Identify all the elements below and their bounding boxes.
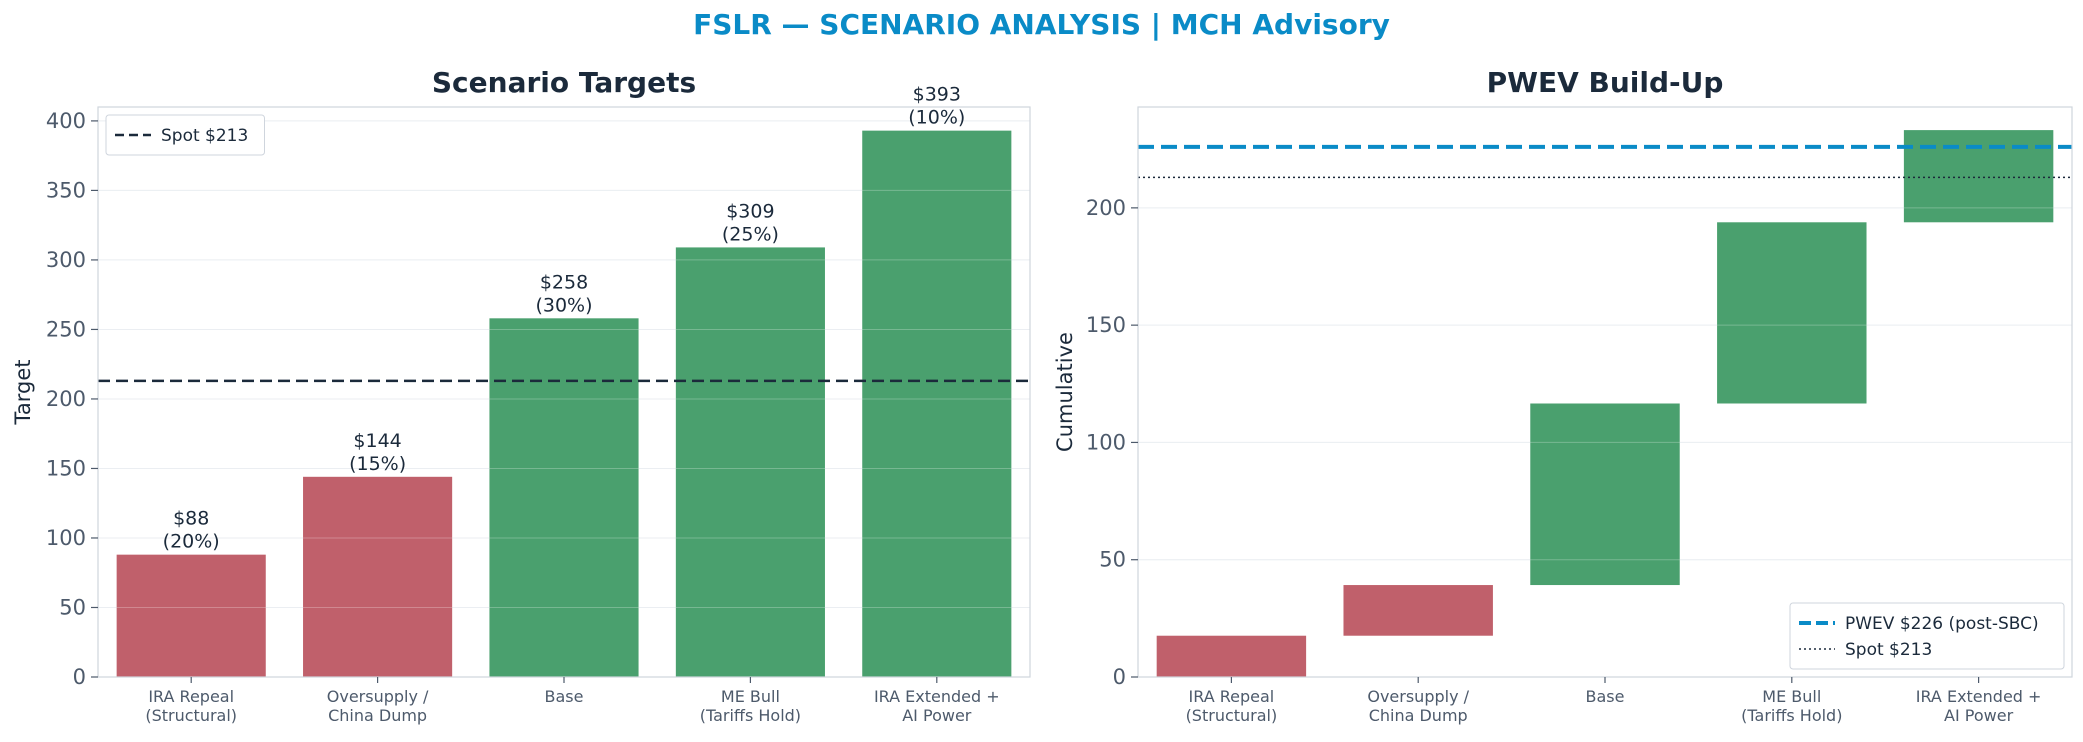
legend: PWEV $226 (post-SBC) Spot $213 — [1789, 602, 2065, 670]
data-label-probability: (10%) — [908, 107, 965, 129]
chart-title: Scenario Targets — [432, 66, 696, 99]
figure-title: FSLR — SCENARIO ANALYSIS | MCH Advisory — [693, 8, 1390, 41]
y-tick-label: 50 — [59, 595, 86, 619]
y-tick-label: 150 — [46, 456, 86, 480]
data-label-value: $258 — [540, 271, 588, 293]
legend-box — [1789, 602, 2065, 670]
y-tick-label: 0 — [73, 665, 86, 689]
y-tick-label: 200 — [46, 387, 86, 411]
bar — [116, 554, 266, 677]
data-label-value: $88 — [173, 508, 209, 530]
y-tick-label: 0 — [1113, 665, 1126, 689]
x-tick-label: China Dump — [328, 706, 427, 725]
y-tick-label: 250 — [46, 317, 86, 341]
data-label-value: $393 — [913, 84, 961, 106]
y-axis-label: Target — [11, 360, 35, 426]
y-tick-label: 150 — [1086, 313, 1126, 337]
bar — [1343, 585, 1493, 636]
x-tick-label: Oversupply / — [327, 687, 429, 706]
y-tick-label: 300 — [46, 248, 86, 272]
x-tick-label: Oversupply / — [1367, 687, 1469, 706]
x-tick-label: Base — [1586, 687, 1625, 706]
y-tick-label: 200 — [1086, 196, 1126, 220]
data-label-value: $144 — [353, 430, 401, 452]
legend-label: Spot $213 — [161, 126, 248, 146]
x-tick-label: China Dump — [1369, 706, 1468, 725]
y-tick-label: 350 — [46, 178, 86, 202]
legend: Spot $213 — [105, 114, 265, 156]
y-tick-label: 100 — [46, 526, 86, 550]
y-tick-label: 50 — [1099, 548, 1126, 572]
legend-label: Spot $213 — [1845, 640, 1932, 660]
data-label-value: $309 — [726, 200, 774, 222]
x-tick-label: (Structural) — [1186, 706, 1278, 725]
bar — [675, 247, 825, 678]
x-tick-label: ME Bull — [721, 687, 780, 706]
x-tick-label: (Structural) — [145, 706, 237, 725]
bar — [489, 318, 639, 677]
x-tick-label: IRA Repeal — [148, 687, 234, 706]
bar — [1156, 635, 1307, 677]
x-tick-label: AI Power — [902, 706, 972, 725]
x-tick-label: Base — [545, 687, 584, 706]
legend-label: PWEV $226 (post-SBC) — [1845, 614, 2039, 634]
y-tick-label: 100 — [1086, 430, 1126, 454]
chart-title: PWEV Build-Up — [1487, 66, 1724, 99]
x-tick-label: IRA Extended + — [874, 687, 1000, 706]
data-label-probability: (30%) — [535, 294, 592, 316]
pwev-buildup-chart: PWEV Build-Up 0 50 100 150 200 IRA Repeal(Stru… — [1053, 66, 2073, 725]
bar — [862, 130, 1012, 677]
x-tick-label: IRA Extended + — [1916, 687, 2042, 706]
x-tick-label: IRA Repeal — [1189, 687, 1275, 706]
bar — [1717, 222, 1867, 404]
x-tick-label: AI Power — [1944, 706, 2014, 725]
bar — [303, 476, 453, 677]
scenario-targets-chart: Scenario Targets $88(20%) $144(15%) $258(30… — [11, 66, 1031, 725]
y-tick-label: 400 — [46, 109, 86, 133]
bar — [1530, 403, 1680, 586]
data-label-probability: (20%) — [163, 531, 220, 553]
legend-box — [105, 114, 265, 156]
bar — [1903, 130, 2054, 223]
y-axis-label: Cumulative — [1053, 332, 1077, 452]
data-label-probability: (25%) — [722, 223, 779, 245]
data-label-probability: (15%) — [349, 453, 406, 475]
x-tick-label: ME Bull — [1762, 687, 1821, 706]
x-tick-label: (Tariffs Hold) — [700, 706, 801, 725]
x-tick-label: (Tariffs Hold) — [1741, 706, 1842, 725]
